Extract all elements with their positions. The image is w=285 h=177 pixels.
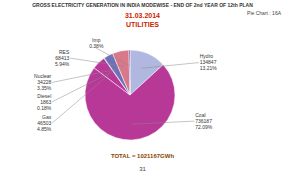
data-label: Hydro13484713.21% [200, 53, 218, 71]
leader-line [142, 63, 199, 69]
total: TOTAL = 1021167GWh [111, 153, 175, 159]
data-label-line: 13.21% [200, 65, 218, 71]
data-label: RES684135.94% [55, 49, 70, 67]
slice [113, 50, 130, 95]
data-label-line: 0.38% [89, 43, 104, 49]
data-label-line: 72.09% [195, 124, 213, 130]
data-label-line: 5.94% [55, 61, 70, 67]
chart-label: Pie Chart : 16A [247, 10, 282, 16]
data-label: Imp0.38% [89, 37, 104, 49]
leader-line [96, 48, 129, 66]
data-label-line: 3.35% [37, 85, 52, 91]
data-label-line: 4.85% [37, 126, 52, 132]
slice [129, 50, 130, 95]
chart: GROSS ELECTRICITY GENERATION IN INDIA MO… [0, 0, 285, 177]
subtitle: 31.03.2014 [125, 12, 160, 19]
leader-line [52, 69, 116, 82]
data-label-line: 0.18% [37, 105, 52, 111]
pie: Hydro13484713.21% Coal73618772.09% Gas4650… [34, 37, 217, 140]
leader-line [52, 74, 109, 123]
data-label: Diesel18630.18% [37, 93, 52, 111]
leader-line [70, 58, 124, 66]
data-label: Nuclear342283.35% [34, 73, 52, 91]
page-number: 31 [139, 166, 146, 172]
data-label: Coal73618772.09% [195, 112, 213, 130]
leader-line [131, 121, 194, 124]
subtitle: UTILITIES [126, 21, 159, 28]
title: GROSS ELECTRICITY GENERATION IN INDIA MO… [32, 2, 253, 8]
leader-line [52, 71, 113, 102]
data-label: Gas465034.85% [37, 114, 52, 132]
